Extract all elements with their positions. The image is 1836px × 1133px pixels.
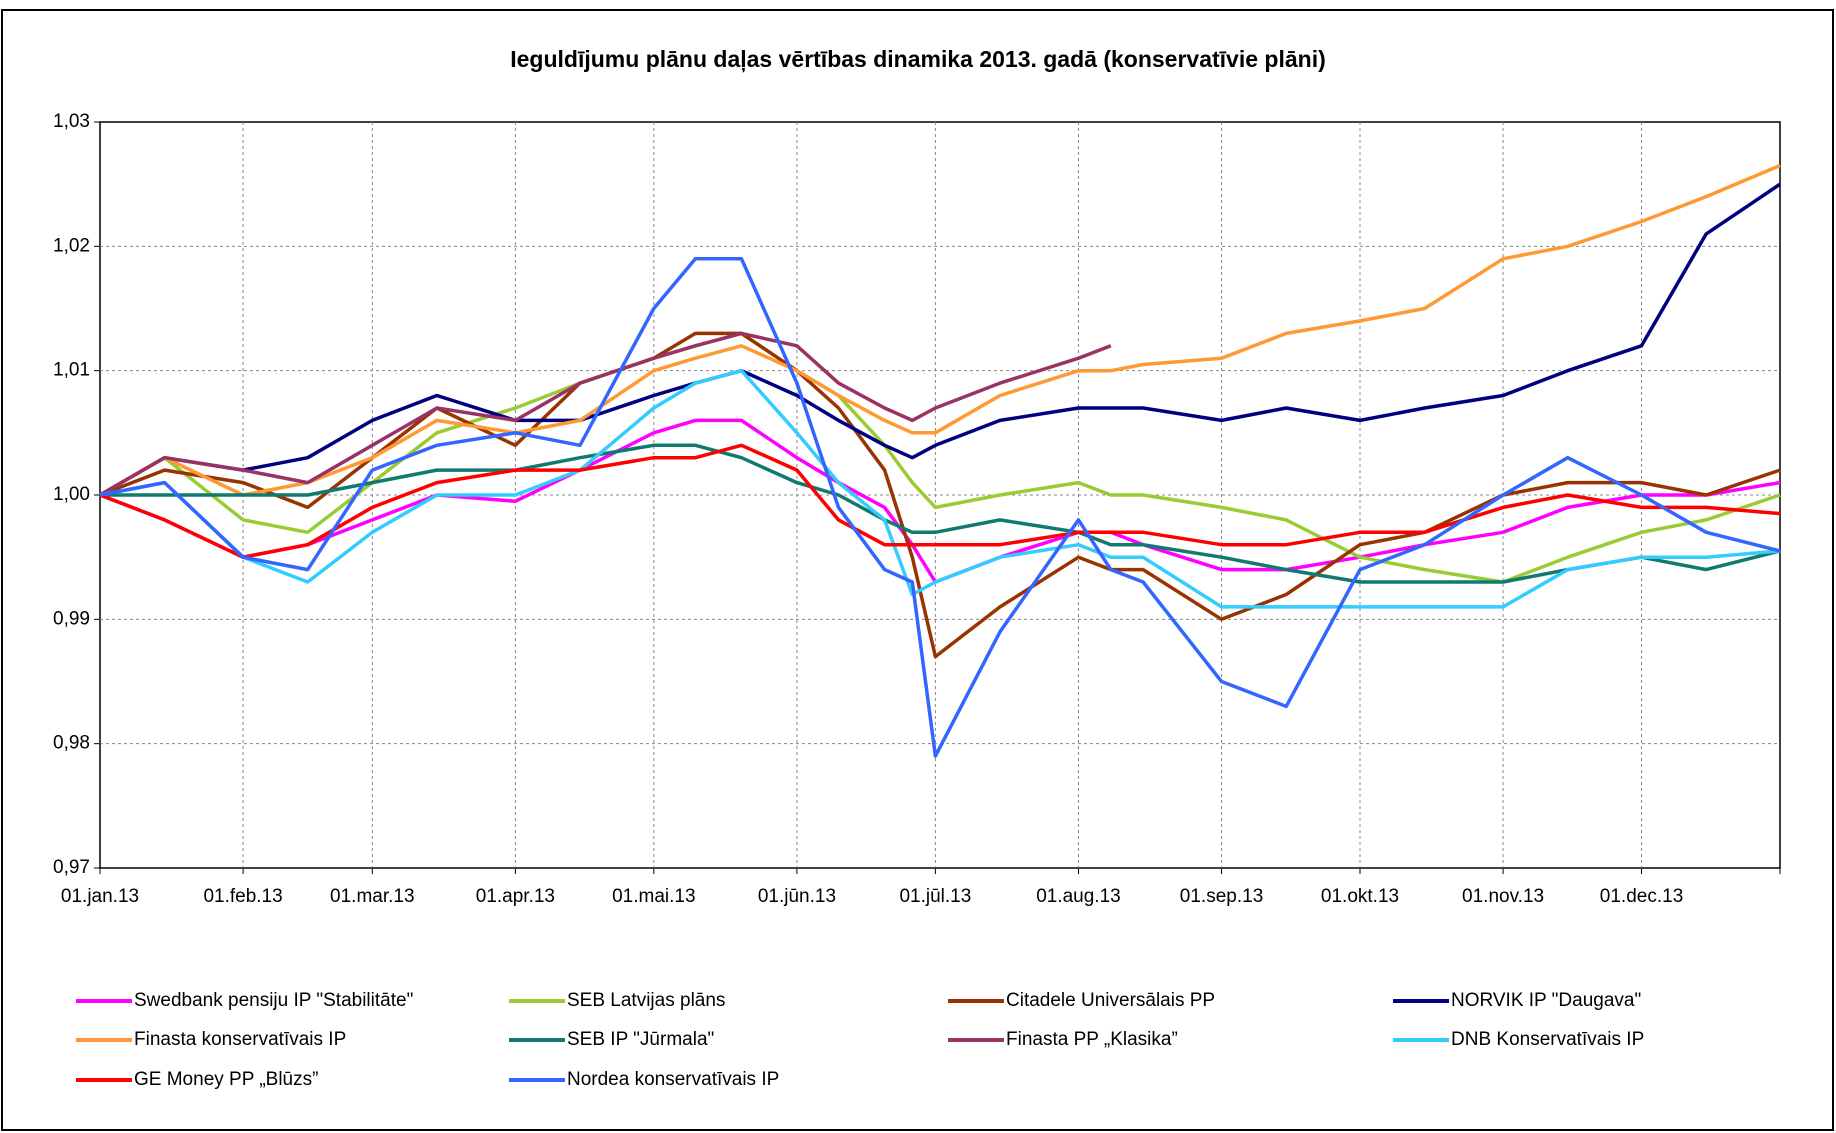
series-line bbox=[99, 443, 1781, 559]
legend-label: Finasta konservatīvais IP bbox=[134, 1029, 346, 1050]
y-tick-label: 1,03 bbox=[53, 111, 90, 132]
legend-label: Swedbank pensiju IP "Stabilitāte" bbox=[134, 990, 413, 1011]
y-tick-label: 0,98 bbox=[53, 733, 90, 754]
series-line bbox=[99, 331, 1781, 659]
x-tick-label: 01.apr.13 bbox=[476, 886, 555, 907]
x-tick-label: 01.feb.13 bbox=[203, 886, 282, 907]
x-tick-label: 01.sep.13 bbox=[1180, 886, 1263, 907]
y-tick-label: 1,02 bbox=[53, 235, 90, 256]
series-line bbox=[99, 163, 1781, 497]
x-tick-label: 01.jūl.13 bbox=[899, 886, 971, 907]
x-tick-label: 01.okt.13 bbox=[1321, 886, 1399, 907]
legend-label: Citadele Universālais PP bbox=[1006, 990, 1215, 1011]
x-tick-label: 01.mar.13 bbox=[330, 886, 415, 907]
y-tick-label: 1,01 bbox=[53, 360, 90, 381]
legend-label: SEB IP "Jūrmala" bbox=[567, 1029, 714, 1050]
legend-label: Finasta PP „Klasika” bbox=[1006, 1029, 1178, 1050]
y-tick-label: 0,99 bbox=[53, 608, 90, 629]
legend-label: DNB Konservatīvais IP bbox=[1451, 1029, 1644, 1050]
legend-label: NORVIK IP "Daugava" bbox=[1451, 990, 1641, 1011]
chart-title: Ieguldījumu plānu daļas vērtības dinamik… bbox=[510, 46, 1326, 72]
legend-label: SEB Latvijas plāns bbox=[567, 990, 725, 1011]
legend-label: GE Money PP „Blūzs” bbox=[134, 1069, 318, 1090]
x-tick-label: 01.nov.13 bbox=[1462, 886, 1544, 907]
series-line bbox=[99, 331, 1112, 497]
legend-label: Nordea konservatīvais IP bbox=[567, 1069, 779, 1090]
x-tick-label: 01.jūn.13 bbox=[758, 886, 836, 907]
y-tick-label: 1,00 bbox=[53, 484, 90, 505]
series-line bbox=[99, 182, 1781, 497]
x-tick-label: 01.mai.13 bbox=[612, 886, 695, 907]
y-tick-label: 0,97 bbox=[53, 857, 90, 878]
series-line bbox=[99, 257, 1781, 758]
series-line bbox=[100, 443, 1781, 584]
x-tick-label: 01.dec.13 bbox=[1600, 886, 1683, 907]
x-tick-label: 01.aug.13 bbox=[1036, 886, 1121, 907]
series-line bbox=[99, 331, 1781, 584]
x-tick-label: 01.jan.13 bbox=[61, 886, 139, 907]
